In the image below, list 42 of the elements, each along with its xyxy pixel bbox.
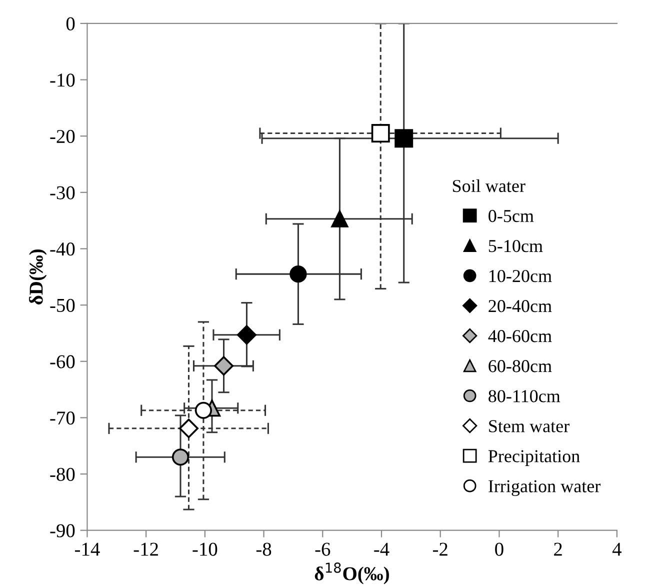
legend-label: Precipitation (488, 450, 580, 466)
y-tick-label: -40 (50, 242, 75, 256)
legend-title: Soil water (452, 179, 526, 192)
point (394, 129, 414, 148)
y-tick-label: -80 (50, 468, 75, 481)
point (172, 448, 190, 466)
point (214, 356, 234, 376)
x-tick-label: -2 (432, 542, 448, 556)
x-axis-title: δ$^{18}$O(‰) (314, 562, 389, 584)
y-tick-label: -50 (50, 298, 75, 312)
y-axis-title: δD(‰) (28, 249, 47, 304)
legend-label: 5-10cm (488, 240, 543, 252)
point (331, 210, 348, 228)
x-tick-label: -14 (74, 542, 100, 556)
y-tick-label: -70 (50, 412, 75, 425)
y-tick-label: -10 (50, 74, 75, 87)
legend-label: Stem water (489, 420, 570, 432)
point (178, 418, 198, 438)
x-tick-label: -6 (315, 542, 330, 556)
x-tick-label: -8 (256, 542, 272, 556)
legend-label: 10-20cm (489, 270, 552, 282)
y-tick-label: -30 (50, 186, 75, 200)
legend-label: 0-5cm (488, 210, 534, 222)
point (236, 325, 256, 345)
point (290, 266, 307, 283)
legend-label: 80-110cm (488, 390, 560, 402)
x-tick-label: 4 (612, 542, 622, 556)
legend-label: 40-60cm (488, 330, 552, 342)
x-tick-label: -12 (134, 542, 158, 556)
legend-label: 60-80cm (488, 360, 552, 372)
legend-label: 20-40cm (488, 300, 552, 312)
y-tick-label: -60 (50, 355, 75, 368)
x-tick-label: 0 (495, 542, 504, 556)
x-tick-label: 2 (554, 542, 562, 556)
y-tick-label: -20 (50, 130, 75, 144)
y-tick-label: -90 (50, 524, 75, 538)
point (194, 402, 212, 419)
point (371, 124, 390, 143)
y-tick-label: 0 (66, 17, 75, 30)
x-tick-label: -10 (192, 542, 218, 556)
x-tick-label: -4 (374, 542, 390, 556)
legend-label: Irrigation water (488, 480, 601, 496)
